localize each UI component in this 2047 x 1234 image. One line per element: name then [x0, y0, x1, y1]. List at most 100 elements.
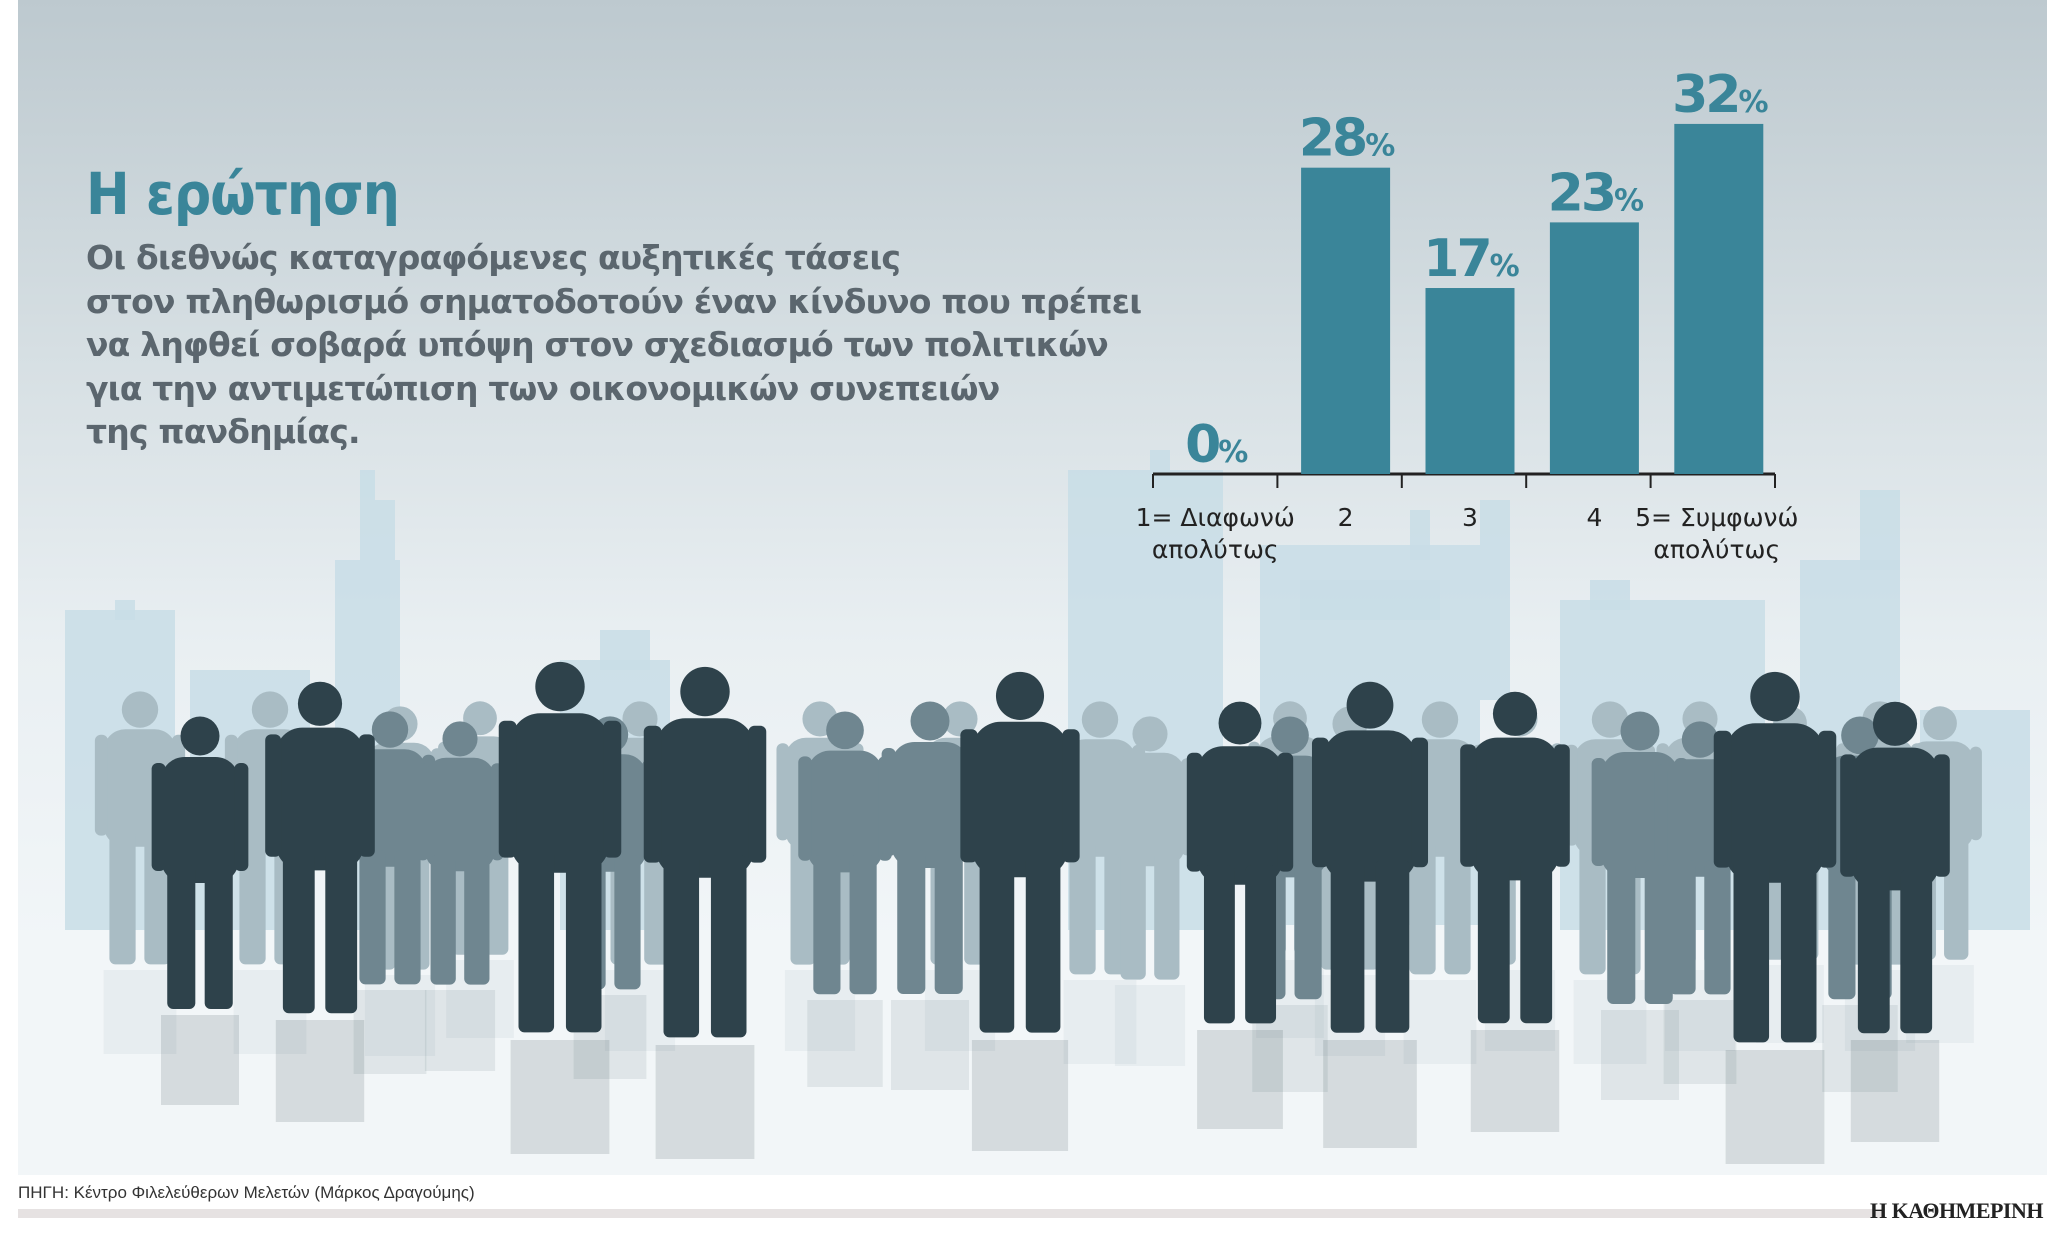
person-leg: [167, 865, 196, 1009]
person-arm: [1311, 737, 1329, 868]
question-line: Οι διεθνώς καταγραφόμενες αυξητικές τάσε…: [86, 238, 901, 277]
data-label: 0%: [1185, 415, 1248, 475]
source-note: ΠΗΓΗ: Κέντρο Φιλελεύθερων Μελετών (Μάρκο…: [18, 1183, 475, 1202]
category-label: 4: [1586, 503, 1602, 532]
person-leg: [897, 850, 926, 994]
bar: [1425, 288, 1515, 474]
person-head: [1421, 701, 1459, 738]
person-head: [1346, 681, 1394, 729]
person-arm: [1460, 744, 1477, 867]
person-arm: [1933, 754, 1950, 877]
person-head: [442, 721, 478, 757]
person-reflection: [1601, 1010, 1679, 1100]
skyline-building: [115, 600, 135, 620]
question-line: να ληφθεί σοβαρά υπόψη στον σχεδιασμό τω…: [86, 325, 1109, 364]
person-leg: [1644, 860, 1673, 1004]
bar: [1549, 222, 1639, 474]
skyline-building: [360, 470, 375, 560]
person-leg: [1330, 860, 1365, 1033]
person-foreground: [1460, 691, 1570, 1024]
person-torso: [275, 727, 365, 871]
person-leg: [1780, 860, 1817, 1043]
person-midground: [881, 701, 979, 994]
person-reflection: [1323, 1040, 1417, 1148]
person-arm: [265, 734, 282, 857]
person-head: [1841, 716, 1879, 755]
person-leg: [849, 855, 877, 995]
footer-divider: [18, 1209, 1883, 1218]
person-arm: [960, 729, 978, 863]
person-head: [121, 691, 159, 728]
question-line: στον πληθωρισμό σηματοδοτούν έναν κίνδυν…: [86, 281, 1142, 321]
data-label: 23%: [1548, 163, 1644, 223]
person-reflection: [510, 1040, 610, 1154]
category-label: 3: [1462, 503, 1478, 532]
person-arm: [643, 725, 662, 863]
person-arm: [1411, 737, 1429, 868]
person-head: [1591, 701, 1629, 738]
person-torso: [1850, 747, 1940, 891]
person-head: [535, 661, 585, 712]
person-arm: [748, 725, 767, 863]
person-torso: [891, 742, 969, 868]
person-foreground: [960, 671, 1080, 1033]
person-background: [1106, 716, 1194, 980]
person-reflection: [424, 990, 496, 1071]
person-torso: [971, 721, 1069, 878]
person-reflection: [275, 1020, 365, 1122]
person-leg: [464, 855, 490, 985]
person-leg: [1444, 840, 1471, 975]
person-head: [1218, 701, 1262, 745]
person-head: [1923, 706, 1957, 741]
person-leg: [1704, 860, 1731, 995]
person-leg: [1733, 860, 1770, 1043]
person-head: [1750, 671, 1800, 722]
person-arm: [1818, 730, 1837, 868]
person-leg: [1669, 860, 1696, 995]
person-head: [826, 711, 864, 750]
person-reflection: [1663, 1000, 1737, 1084]
person-foreground: [151, 716, 249, 1009]
person-reflection: [353, 990, 427, 1074]
person-leg: [934, 850, 963, 994]
person-arm: [1969, 746, 1982, 841]
question-text: Οι διεθνώς καταγραφόμενες αυξητικές τάσε…: [86, 236, 1142, 454]
skyline-building: [1860, 490, 1900, 570]
person-arm: [881, 748, 896, 856]
category-label: 5= Συμφωνώ: [1635, 503, 1798, 532]
person-head: [180, 716, 220, 756]
category-label: απολύτως: [1152, 535, 1279, 564]
person-arm: [1713, 730, 1732, 868]
person-leg: [282, 850, 315, 1014]
person-arm: [1106, 758, 1120, 856]
question-line: της πανδημίας.: [86, 412, 361, 451]
person-arm: [776, 743, 790, 841]
person-leg: [1025, 855, 1061, 1033]
brand-logo: Η ΚΑΘΗΜΕΡΙΝΗ: [1870, 1198, 2044, 1223]
skyline-building: [1410, 510, 1430, 560]
person-leg: [325, 850, 358, 1014]
person-reflection: [1114, 985, 1186, 1066]
person-head: [1492, 691, 1538, 736]
person-head: [942, 701, 978, 737]
person-torso: [1114, 752, 1186, 867]
person-head: [1271, 716, 1309, 755]
person-arm: [1186, 752, 1203, 872]
person-head: [680, 666, 730, 717]
person-leg: [565, 850, 602, 1033]
skyline-building: [600, 630, 650, 670]
person-leg: [614, 855, 641, 990]
skyline-building: [375, 500, 395, 560]
person-foreground: [1311, 681, 1429, 1033]
bar: [1301, 167, 1391, 474]
data-label: 28%: [1299, 109, 1395, 169]
bar-chart: 0% 1= Διαφωνώ απολύτως 28% 2 17% 3 23% 4 32% 5= Συ…: [1136, 65, 1799, 564]
person-arm: [1062, 729, 1080, 863]
person-leg: [1120, 850, 1146, 980]
person-arm: [1277, 752, 1294, 872]
person-reflection: [807, 1000, 883, 1087]
person-foreground: [1186, 701, 1294, 1024]
skyline-building: [1480, 500, 1510, 700]
person-reflection: [891, 1000, 969, 1090]
person-head: [371, 711, 409, 748]
